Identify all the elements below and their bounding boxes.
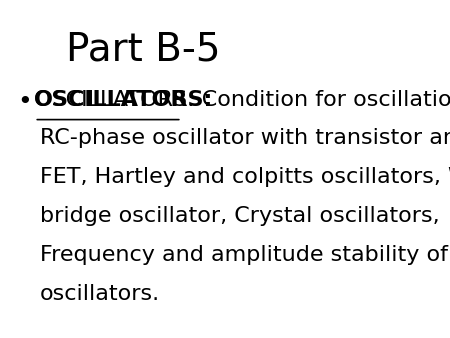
Text: OSCILLATORS: Condition for oscillations.: OSCILLATORS: Condition for oscillations. [34,90,450,110]
Text: FET, Hartley and colpitts oscillators, Wien: FET, Hartley and colpitts oscillators, W… [40,167,450,187]
Text: OSCILLATORS:: OSCILLATORS: [34,90,214,110]
Text: Frequency and amplitude stability of: Frequency and amplitude stability of [40,245,448,265]
Text: Part B-5: Part B-5 [66,30,220,68]
Text: •: • [17,90,32,114]
Text: oscillators.: oscillators. [40,284,160,304]
Text: bridge oscillator, Crystal oscillators,: bridge oscillator, Crystal oscillators, [40,206,440,226]
Text: RC-phase oscillator with transistor and: RC-phase oscillator with transistor and [40,128,450,148]
